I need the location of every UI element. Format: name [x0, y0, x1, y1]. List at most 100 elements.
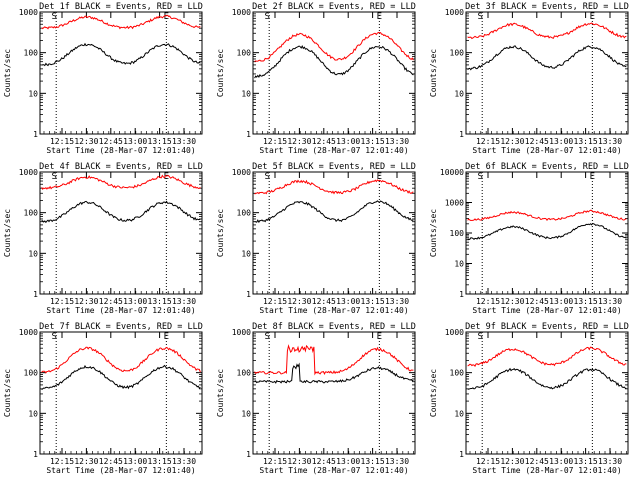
x-tick-label: 13:30: [385, 297, 409, 306]
y-tick-label: 1: [33, 290, 38, 299]
x-tick-label: 13:15: [574, 137, 598, 146]
y-axis-label: Counts/sec: [3, 49, 12, 97]
x-tick-label: 13:30: [598, 457, 622, 466]
y-tick-label: 10: [241, 249, 251, 258]
x-tick-label: 13:00: [336, 297, 360, 306]
x-tick-label: 13:00: [336, 457, 360, 466]
lld-series-line: [254, 179, 414, 195]
y-tick-label: 100: [450, 49, 465, 58]
lld-series-line: [41, 174, 201, 191]
x-tick-label: 12:30: [287, 457, 311, 466]
y-tick-label: 10: [28, 89, 38, 98]
detector-panel-9: Det 9f BLACK = Events, RED = LLD 1 10 100 10…: [429, 322, 629, 475]
x-tick-label: 12:15: [476, 457, 500, 466]
events-series-line: [254, 44, 414, 79]
x-axis-label: Start Time (28-Mar-07 12:01:40): [472, 466, 621, 475]
marker-label: S: [477, 332, 482, 342]
y-tick-label: 1000: [232, 8, 251, 17]
marker-label: E: [164, 172, 169, 182]
y-tick-label: 10: [28, 409, 38, 418]
events-series-line: [467, 45, 627, 71]
x-tick-label: 13:00: [336, 137, 360, 146]
events-series-line: [467, 367, 627, 390]
x-axis-label: Start Time (28-Mar-07 12:01:40): [46, 306, 195, 315]
y-axis-label: Counts/sec: [429, 369, 438, 417]
marker-label: E: [590, 12, 595, 22]
x-axis-label: Start Time (28-Mar-07 12:01:40): [472, 306, 621, 315]
plot-frame: [39, 11, 203, 135]
panel-title: Det 1f BLACK = Events, RED = LLD: [39, 2, 203, 12]
y-tick-label: 1000: [19, 168, 38, 177]
detector-panel-7: Det 7f BLACK = Events, RED = LLD 1 10 100 10…: [3, 322, 203, 475]
x-tick-label: 13:30: [385, 137, 409, 146]
x-tick-label: 12:45: [99, 457, 123, 466]
x-tick-label: 13:00: [549, 457, 573, 466]
x-tick-label: 13:15: [574, 297, 598, 306]
detector-panel-5: Det 5f BLACK = Events, RED = LLD 1 10 100 10…: [216, 162, 416, 315]
events-series-line: [41, 200, 201, 224]
panel-title: Det 9f BLACK = Events, RED = LLD: [465, 322, 629, 332]
events-series-line: [254, 200, 414, 224]
panel-title: Det 3f BLACK = Events, RED = LLD: [465, 2, 629, 12]
x-tick-label: 13:30: [172, 297, 196, 306]
marker-label: S: [264, 12, 269, 22]
panel-title: Det 8f BLACK = Events, RED = LLD: [252, 322, 416, 332]
x-tick-label: 12:45: [312, 137, 336, 146]
x-tick-label: 13:30: [598, 137, 622, 146]
y-tick-label: 1000: [232, 328, 251, 337]
panel-title: Det 6f BLACK = Events, RED = LLD: [465, 162, 629, 172]
x-tick-label: 13:30: [172, 457, 196, 466]
x-tick-label: 12:15: [476, 137, 500, 146]
x-tick-label: 12:30: [287, 297, 311, 306]
x-tick-label: 12:45: [312, 297, 336, 306]
x-tick-label: 12:45: [99, 297, 123, 306]
marker-label: E: [590, 172, 595, 182]
x-tick-label: 12:45: [525, 297, 549, 306]
y-tick-label: 10: [241, 409, 251, 418]
x-tick-label: 12:30: [500, 297, 524, 306]
y-tick-label: 1000: [19, 8, 38, 17]
x-tick-label: 13:15: [148, 297, 172, 306]
x-axis-label: Start Time (28-Mar-07 12:01:40): [259, 306, 408, 315]
detector-panel-6: Det 6f BLACK = Events, RED = LLD 1 10 100 10…: [429, 162, 629, 315]
plot-frame: [465, 171, 629, 295]
x-tick-label: 13:15: [361, 137, 385, 146]
y-tick-label: 100: [24, 369, 39, 378]
x-tick-label: 12:30: [500, 137, 524, 146]
x-axis-label: Start Time (28-Mar-07 12:01:40): [259, 466, 408, 475]
y-tick-label: 1000: [445, 8, 464, 17]
y-tick-label: 100: [237, 209, 252, 218]
x-tick-label: 13:30: [172, 137, 196, 146]
y-tick-label: 10000: [440, 168, 464, 177]
x-tick-label: 13:00: [549, 137, 573, 146]
x-tick-label: 12:30: [287, 137, 311, 146]
panel-title: Det 5f BLACK = Events, RED = LLD: [252, 162, 416, 172]
x-tick-label: 13:15: [148, 457, 172, 466]
x-tick-label: 13:15: [574, 457, 598, 466]
marker-label: S: [51, 332, 56, 342]
lld-series-line: [41, 14, 201, 30]
y-tick-label: 10: [454, 89, 464, 98]
lld-series-line: [467, 22, 627, 40]
x-tick-label: 12:15: [263, 137, 287, 146]
y-tick-label: 1000: [232, 168, 251, 177]
events-series-line: [254, 362, 414, 384]
x-axis-label: Start Time (28-Mar-07 12:01:40): [259, 146, 408, 155]
y-tick-label: 100: [237, 49, 252, 58]
y-tick-label: 1: [33, 450, 38, 459]
x-tick-label: 12:45: [99, 137, 123, 146]
y-axis-label: Counts/sec: [429, 209, 438, 257]
x-tick-label: 12:15: [476, 297, 500, 306]
lld-series-line: [41, 346, 201, 374]
y-tick-label: 1: [459, 450, 464, 459]
x-tick-label: 13:15: [148, 137, 172, 146]
plot-frame: [465, 11, 629, 135]
detector-panel-2: Det 2f BLACK = Events, RED = LLD 1 10 100 10…: [216, 2, 416, 155]
detector-panel-3: Det 3f BLACK = Events, RED = LLD 1 10 100 10…: [429, 2, 629, 155]
x-tick-label: 13:30: [385, 457, 409, 466]
x-tick-label: 12:15: [50, 457, 74, 466]
y-axis-label: Counts/sec: [3, 209, 12, 257]
marker-label: E: [164, 12, 169, 22]
y-tick-label: 1: [246, 290, 251, 299]
plot-frame: [465, 331, 629, 455]
